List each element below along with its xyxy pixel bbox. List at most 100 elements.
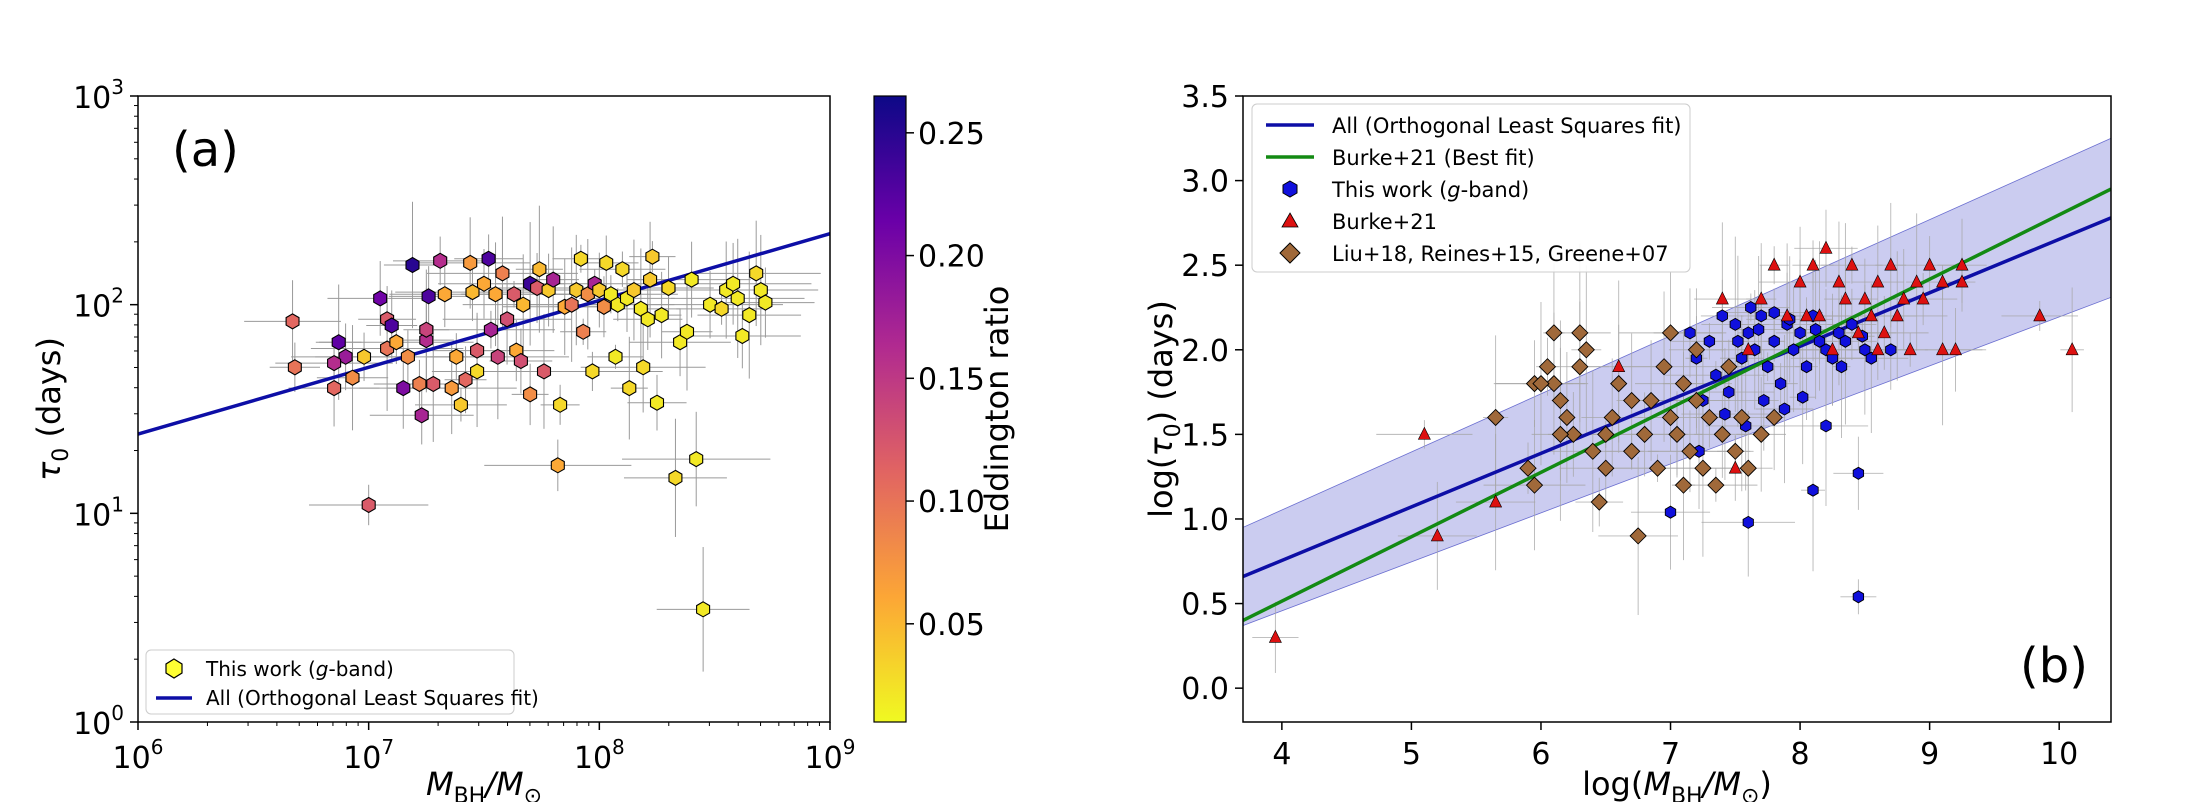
panel-b-literature-point-15 [1610, 374, 1628, 393]
panel-a-point-65 [608, 348, 623, 365]
panel-a-point-50 [546, 271, 561, 288]
panel-b-literature-point-40 [1597, 425, 1615, 444]
panel-a-point-78 [661, 279, 676, 297]
panel-a-point-13 [389, 334, 404, 351]
panel-b-literature-point-45 [1551, 425, 1570, 444]
panel-b-literature-point-33 [1733, 408, 1751, 427]
panel-b-burke-point-39 [1936, 342, 1950, 356]
panel-b-burke-point-17 [1897, 291, 1911, 305]
panel-b-this-work-point-41 [1745, 300, 1757, 315]
panel-a-ytick-label-3: 103 [73, 75, 124, 116]
panel-a-point-37 [490, 348, 505, 365]
panel-b-literature-point-37 [1545, 324, 1563, 342]
panel-b-this-work-point-12 [1768, 334, 1780, 348]
legend-b-entry-literature: Liu+18, Reines+15, Greene+07 [1332, 242, 1669, 266]
panel-a-point-62 [596, 298, 611, 315]
panel-a-point-23 [433, 252, 448, 269]
panel-b-burke-point-10 [1806, 257, 1820, 271]
legend-b-entry-fit: All (Orthogonal Least Squares fit) [1332, 114, 1682, 138]
panel-b-this-work-point-11 [1755, 309, 1767, 323]
panel-b-ytick-label-6: 3.0 [1181, 165, 1229, 200]
panel-b-burke-point-19 [1923, 257, 1937, 271]
panel-b-this-work-point-10 [1742, 326, 1754, 340]
panel-b-this-work-point-27 [1800, 360, 1813, 374]
panel-a-point-3 [331, 334, 346, 351]
panel-b-this-work-point-40 [1768, 306, 1780, 320]
panel-b-literature-point-43 [1623, 391, 1641, 410]
panel-b-literature-point-23 [1668, 425, 1686, 444]
panel-a-point-9 [373, 290, 388, 307]
panel-b-this-work-point-29 [1826, 351, 1839, 365]
panel-b-this-work-point-38 [1778, 402, 1791, 416]
panel-b-literature-point-21 [1655, 358, 1673, 376]
panel-a-point-82 [684, 271, 699, 288]
panel-b-burke-point-21 [1955, 257, 1969, 271]
panel-a-point-29 [463, 254, 478, 272]
panel-a-point-14 [396, 379, 411, 397]
panel-b-ytick-label-3: 1.5 [1181, 418, 1229, 453]
panel-b-this-work-point-3 [1852, 590, 1865, 604]
legend-b-entry-this-work: This work (g-band) [1331, 178, 1529, 202]
panel-b-literature-point-38 [1571, 324, 1589, 342]
panel-b-literature-point-8 [1564, 425, 1582, 444]
colorbar-tick-label-4: 0.25 [918, 117, 985, 152]
colorbar-tick-label-0: 0.05 [918, 608, 985, 643]
panel-b-burke-fit-line [1243, 187, 2111, 623]
panel-a-point-40 [506, 286, 522, 303]
legend-b-triangle-marker [1281, 212, 1299, 228]
panel-b-burke-point-35 [1903, 342, 1917, 356]
panel-a-point-16 [405, 256, 420, 274]
panel-b-xtick-label-6: 10 [2040, 737, 2078, 772]
panel-b-xtick-label-5: 9 [1920, 737, 1939, 772]
panel-a-point-31 [470, 342, 485, 359]
panel-a-point-25 [444, 379, 459, 397]
panel-b-ytick-label-4: 2.0 [1181, 334, 1229, 369]
panel-b-burke-point-38 [1871, 342, 1885, 356]
panel-a-point-51 [550, 457, 565, 474]
panel-b-burke-point-5 [1728, 460, 1742, 474]
panel-b-xtick-label-2: 6 [1531, 737, 1550, 772]
panel-b-burke-point-32 [1877, 325, 1891, 339]
panel-a-point-72 [636, 359, 651, 376]
panel-a-ticks: 106 107 108 109 100 101 102 103 [73, 75, 855, 776]
panel-b-literature-point-24 [1674, 374, 1693, 393]
panel-b-this-work-point-19 [1859, 343, 1871, 357]
panel-a-point-5 [345, 369, 360, 386]
panel-b-burke-point-28 [1864, 308, 1878, 322]
colorbar: 0.05 0.10 0.15 0.20 0.25 Eddington ratio [873, 95, 1016, 723]
panel-a-point-15 [400, 348, 415, 365]
panel-b-burke-point-25 [2065, 342, 2079, 356]
panel-b-literature-point-28 [1700, 408, 1719, 427]
panel-a-ytick-label-1: 101 [73, 492, 124, 533]
panel-a-xtick-label-2: 108 [574, 735, 625, 776]
panel-b-this-work-point-7 [1703, 334, 1716, 348]
panel-b-this-work-point-5 [1820, 419, 1832, 433]
panel-b-burke-point-1 [1417, 426, 1431, 440]
panel-b-xtick-label-0: 4 [1272, 737, 1291, 772]
panel-a-point-27 [453, 396, 468, 413]
panel-b-this-work-point-32 [1885, 343, 1897, 357]
panel-b-burke-point-18 [1910, 274, 1924, 288]
panel-b-this-work-point-22 [1736, 351, 1748, 365]
panel-a-point-75 [645, 248, 660, 265]
colorbar-ticks: 0.05 0.10 0.15 0.20 0.25 [906, 117, 985, 643]
panel-b-burke-point-8 [1767, 257, 1781, 271]
panel-b-this-work-point-45 [1809, 322, 1822, 337]
panel-a-point-54 [564, 296, 579, 313]
panel-b-fit-lines [1243, 187, 2111, 623]
panel-b-this-work-point-42 [1732, 334, 1744, 348]
panel-a-point-26 [449, 348, 464, 365]
panel-b-literature-point-18 [1635, 425, 1654, 444]
panel-b-ols-fit-line [1243, 216, 2111, 579]
panel-b-this-work-point-4 [1852, 466, 1865, 480]
panel-a-point-63 [599, 254, 614, 272]
panel-b-burke-point-2 [1430, 528, 1444, 542]
panel-a-chart: 106 107 108 109 100 101 102 103 (a) MBH/M⊙ τ0 (… [30, 75, 855, 806]
panel-b-ylabel: log(τ0) (days) [1142, 300, 1186, 518]
panel-a-point-69 [622, 379, 637, 397]
panel-b-burke-point-12 [1832, 274, 1846, 288]
panel-a-point-4 [338, 348, 353, 365]
panel-a-point-42 [513, 352, 528, 370]
panel-a-point-7 [357, 348, 372, 365]
